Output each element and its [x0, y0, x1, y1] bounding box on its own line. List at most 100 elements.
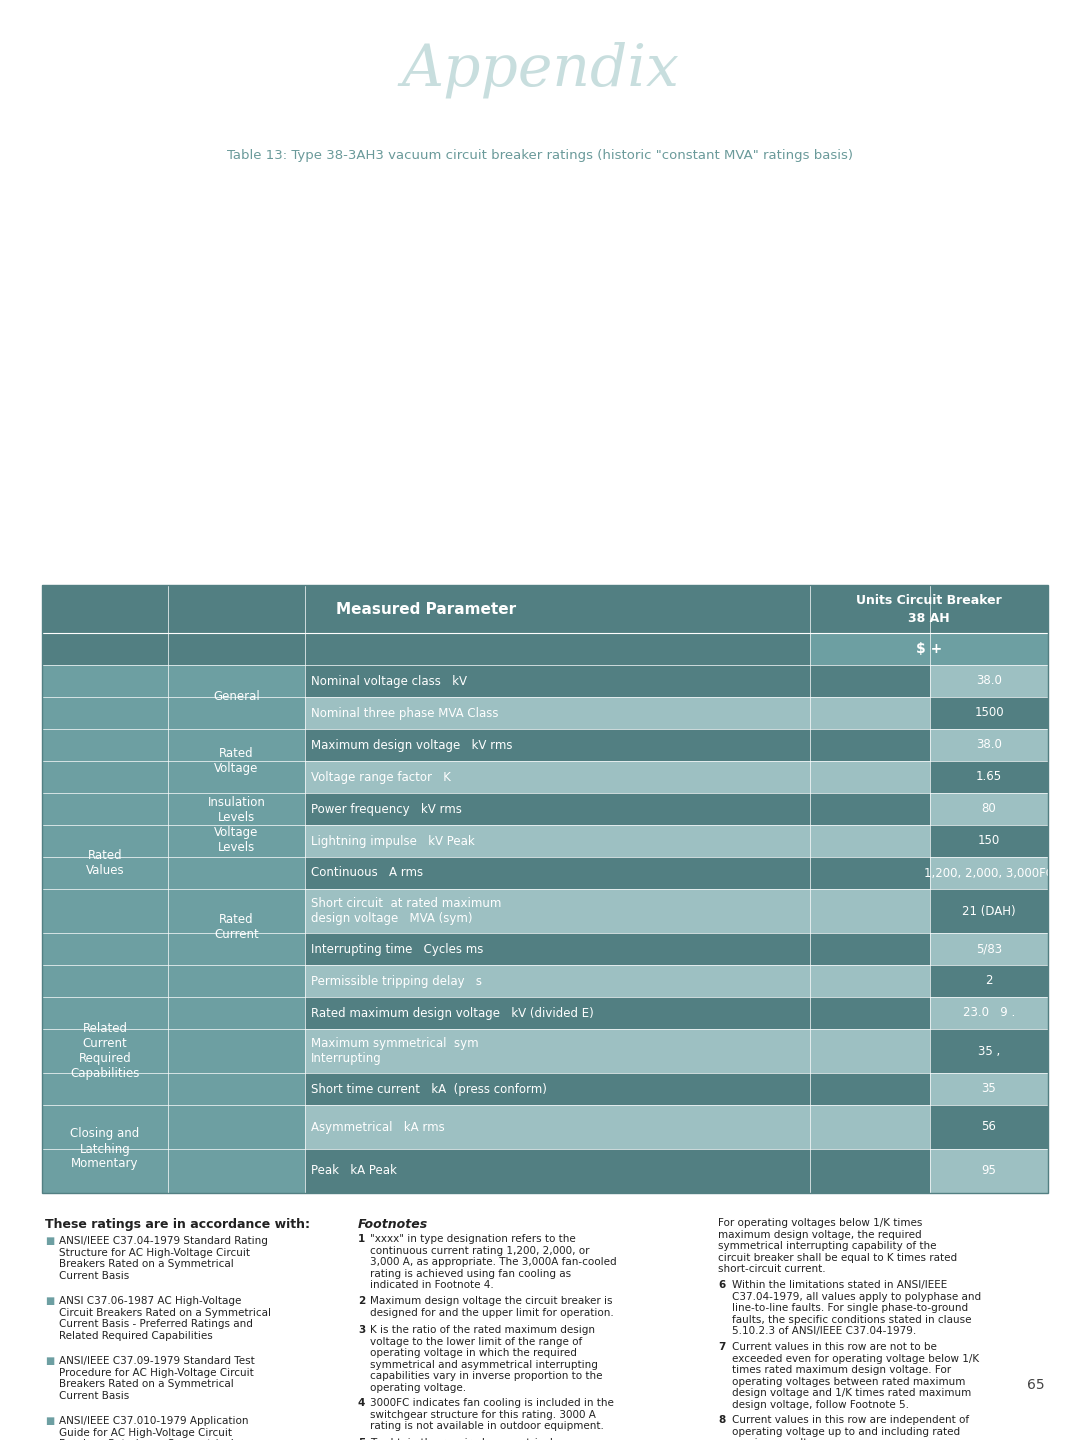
Text: Insulation
Levels
Voltage
Levels: Insulation Levels Voltage Levels — [207, 796, 266, 854]
Bar — [930, 760, 1048, 793]
Bar — [42, 996, 168, 1104]
Text: ■: ■ — [45, 1416, 54, 1426]
Bar — [42, 585, 1048, 1192]
Bar — [42, 888, 1048, 933]
Text: Maximum design voltage   kV rms: Maximum design voltage kV rms — [311, 739, 513, 752]
Text: 7: 7 — [718, 1342, 726, 1352]
Text: ANSI/IEEE C37.010-1979 Application
Guide for AC High-Voltage Circuit
Breakers Ra: ANSI/IEEE C37.010-1979 Application Guide… — [59, 1416, 248, 1440]
Bar — [168, 729, 305, 793]
Text: 35 ,: 35 , — [977, 1044, 1000, 1057]
Bar — [168, 996, 305, 1192]
Text: Permissible tripping delay   s: Permissible tripping delay s — [311, 975, 482, 988]
Text: 65: 65 — [1027, 1378, 1045, 1392]
Text: Appendix: Appendix — [401, 42, 679, 98]
Bar — [42, 729, 1048, 760]
Bar — [168, 793, 305, 857]
Text: 5/83: 5/83 — [976, 943, 1002, 956]
Text: Nominal three phase MVA Class: Nominal three phase MVA Class — [311, 707, 499, 720]
Bar — [42, 857, 1048, 888]
Text: These ratings are in accordance with:: These ratings are in accordance with: — [45, 1218, 310, 1231]
Bar — [42, 585, 1048, 1192]
Text: Rated
Current: Rated Current — [214, 913, 259, 940]
Text: ANSI C37.06-1987 AC High-Voltage
Circuit Breakers Rated on a Symmetrical
Current: ANSI C37.06-1987 AC High-Voltage Circuit… — [59, 1296, 271, 1341]
Text: For operating voltages below 1/K times
maximum design voltage, the required
symm: For operating voltages below 1/K times m… — [718, 1218, 957, 1274]
Bar — [42, 585, 1048, 634]
Text: ANSI/IEEE C37.09-1979 Standard Test
Procedure for AC High-Voltage Circuit
Breake: ANSI/IEEE C37.09-1979 Standard Test Proc… — [59, 1356, 255, 1401]
Text: Rated
Values: Rated Values — [85, 850, 124, 877]
Text: 4: 4 — [357, 1398, 365, 1408]
Bar — [930, 1073, 1048, 1104]
Text: 21 (DAH): 21 (DAH) — [962, 904, 1016, 917]
Text: 95: 95 — [982, 1165, 997, 1178]
Bar — [42, 665, 1048, 697]
Bar — [930, 857, 1048, 888]
Bar — [42, 1030, 1048, 1073]
Bar — [930, 1030, 1048, 1073]
Text: 8: 8 — [718, 1416, 726, 1426]
Text: Current values in this row are not to be
exceeded even for operating voltage bel: Current values in this row are not to be… — [732, 1342, 980, 1410]
Text: Maximum symmetrical  sym
Interrupting: Maximum symmetrical sym Interrupting — [311, 1037, 478, 1066]
Bar — [930, 665, 1048, 697]
Bar — [42, 965, 1048, 996]
Text: $ +: $ + — [916, 642, 942, 657]
Text: 35: 35 — [982, 1083, 997, 1096]
Bar — [930, 888, 1048, 933]
Text: ■: ■ — [45, 1236, 54, 1246]
Bar — [42, 1149, 1048, 1192]
Text: Measured Parameter: Measured Parameter — [336, 602, 516, 616]
Text: Power frequency   kV rms: Power frequency kV rms — [311, 802, 462, 815]
Text: Nominal voltage class   kV: Nominal voltage class kV — [311, 674, 467, 687]
Text: 2: 2 — [357, 1296, 365, 1306]
Text: 38 AH: 38 AH — [908, 612, 949, 625]
Text: 56: 56 — [982, 1120, 997, 1133]
Bar — [930, 729, 1048, 760]
Bar — [168, 665, 305, 729]
Bar — [930, 1149, 1048, 1192]
Text: Related
Current
Required
Capabilities: Related Current Required Capabilities — [70, 1022, 139, 1080]
Text: 1500: 1500 — [974, 707, 1003, 720]
Bar — [930, 793, 1048, 825]
Text: Rated maximum design voltage   kV (divided E): Rated maximum design voltage kV (divided… — [311, 1007, 594, 1020]
Text: ■: ■ — [45, 1296, 54, 1306]
Text: Table 13: Type 38-3AH3 vacuum circuit breaker ratings (historic "constant MVA" r: Table 13: Type 38-3AH3 vacuum circuit br… — [227, 148, 853, 161]
Bar — [42, 665, 168, 729]
Text: K is the ratio of the rated maximum design
voltage to the lower limit of the ran: K is the ratio of the rated maximum desi… — [370, 1325, 603, 1392]
Bar — [42, 1104, 1048, 1149]
Text: Short time current   kA  (press conform): Short time current kA (press conform) — [311, 1083, 546, 1096]
Text: To obtain the required symmetrical
interrupting capability of a circuit breaker : To obtain the required symmetrical inter… — [370, 1439, 619, 1440]
Text: Peak   kA Peak: Peak kA Peak — [311, 1165, 396, 1178]
Text: Current values in this row are independent of
operating voltage up to and includ: Current values in this row are independe… — [732, 1416, 969, 1440]
Text: 150: 150 — [977, 835, 1000, 848]
Bar — [42, 996, 1048, 1030]
Text: Maximum design voltage the circuit breaker is
designed for and the upper limit f: Maximum design voltage the circuit break… — [370, 1296, 613, 1318]
Text: 3: 3 — [357, 1325, 365, 1335]
Text: Footnotes: Footnotes — [357, 1218, 429, 1231]
Text: 6: 6 — [718, 1280, 726, 1290]
Text: 1: 1 — [357, 1234, 365, 1244]
Text: 80: 80 — [982, 802, 997, 815]
Bar — [42, 760, 1048, 793]
Text: 2: 2 — [985, 975, 993, 988]
Bar — [930, 1104, 1048, 1149]
Bar — [930, 965, 1048, 996]
Text: 1,200, 2,000, 3,000FC: 1,200, 2,000, 3,000FC — [924, 867, 1054, 880]
Text: Short circuit  at rated maximum
design voltage   MVA (sym): Short circuit at rated maximum design vo… — [311, 897, 501, 924]
Bar — [42, 1104, 168, 1192]
Bar — [930, 825, 1048, 857]
Text: "xxxx" in type designation refers to the
continuous current rating 1,200, 2,000,: "xxxx" in type designation refers to the… — [370, 1234, 617, 1290]
Text: Closing and
Latching
Momentary: Closing and Latching Momentary — [70, 1128, 139, 1171]
Bar — [42, 697, 1048, 729]
Text: Interrupting time   Cycles ms: Interrupting time Cycles ms — [311, 943, 484, 956]
Bar — [42, 1073, 1048, 1104]
Text: 23.0   9 .: 23.0 9 . — [963, 1007, 1015, 1020]
Text: Continuous   A rms: Continuous A rms — [311, 867, 423, 880]
Text: Lightning impulse   kV Peak: Lightning impulse kV Peak — [311, 835, 475, 848]
Text: Voltage range factor   K: Voltage range factor K — [311, 770, 450, 783]
Text: Within the limitations stated in ANSI/IEEE
C37.04-1979, all values apply to poly: Within the limitations stated in ANSI/IE… — [732, 1280, 981, 1336]
Text: General: General — [213, 691, 260, 704]
Text: Rated
Voltage: Rated Voltage — [214, 747, 259, 775]
Text: Units Circuit Breaker: Units Circuit Breaker — [856, 595, 1002, 608]
Text: ■: ■ — [45, 1356, 54, 1367]
Bar — [930, 996, 1048, 1030]
Text: Asymmetrical   kA rms: Asymmetrical kA rms — [311, 1120, 445, 1133]
